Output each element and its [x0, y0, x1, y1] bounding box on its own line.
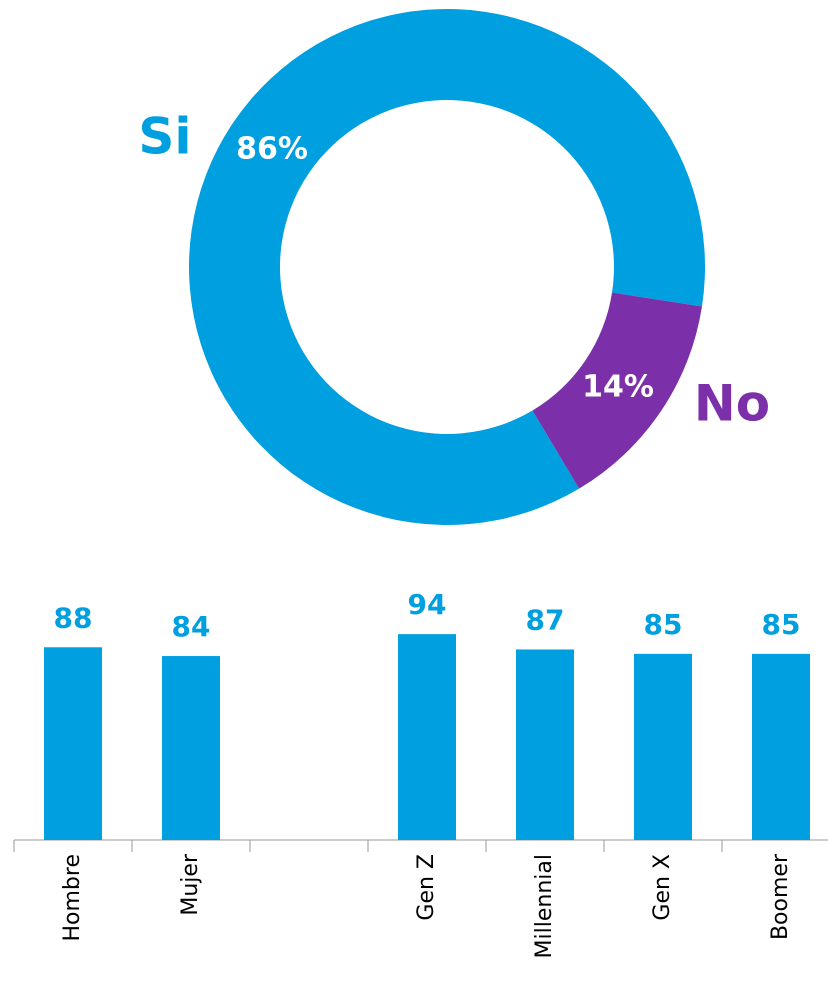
donut-slice [188, 9, 706, 526]
x-tick-label: Gen X [650, 854, 675, 921]
slice-value-label: 86% [236, 132, 308, 167]
bar-value-label: 87 [526, 603, 565, 636]
bar-value-label: 84 [172, 610, 211, 643]
x-tick-label: Hombre [60, 854, 85, 942]
bar-value-label: 85 [762, 608, 801, 641]
x-tick-label: Gen Z [414, 854, 439, 921]
bar [398, 634, 456, 840]
bar [516, 649, 574, 840]
bar-value-label: 94 [408, 588, 447, 621]
bar [44, 647, 102, 840]
x-tick-label: Millennial [532, 854, 557, 958]
bar [162, 656, 220, 840]
bar [752, 653, 810, 840]
slice-label: No [694, 375, 770, 433]
bar-value-label: 88 [54, 601, 93, 634]
x-tick-label: Mujer [178, 853, 203, 916]
bar-value-label: 85 [644, 608, 683, 641]
donut-slice [532, 292, 702, 489]
x-tick-label: Boomer [768, 853, 793, 940]
slice-label: Si [138, 108, 191, 166]
bar [634, 653, 692, 840]
slice-value-label: 14% [582, 370, 654, 405]
